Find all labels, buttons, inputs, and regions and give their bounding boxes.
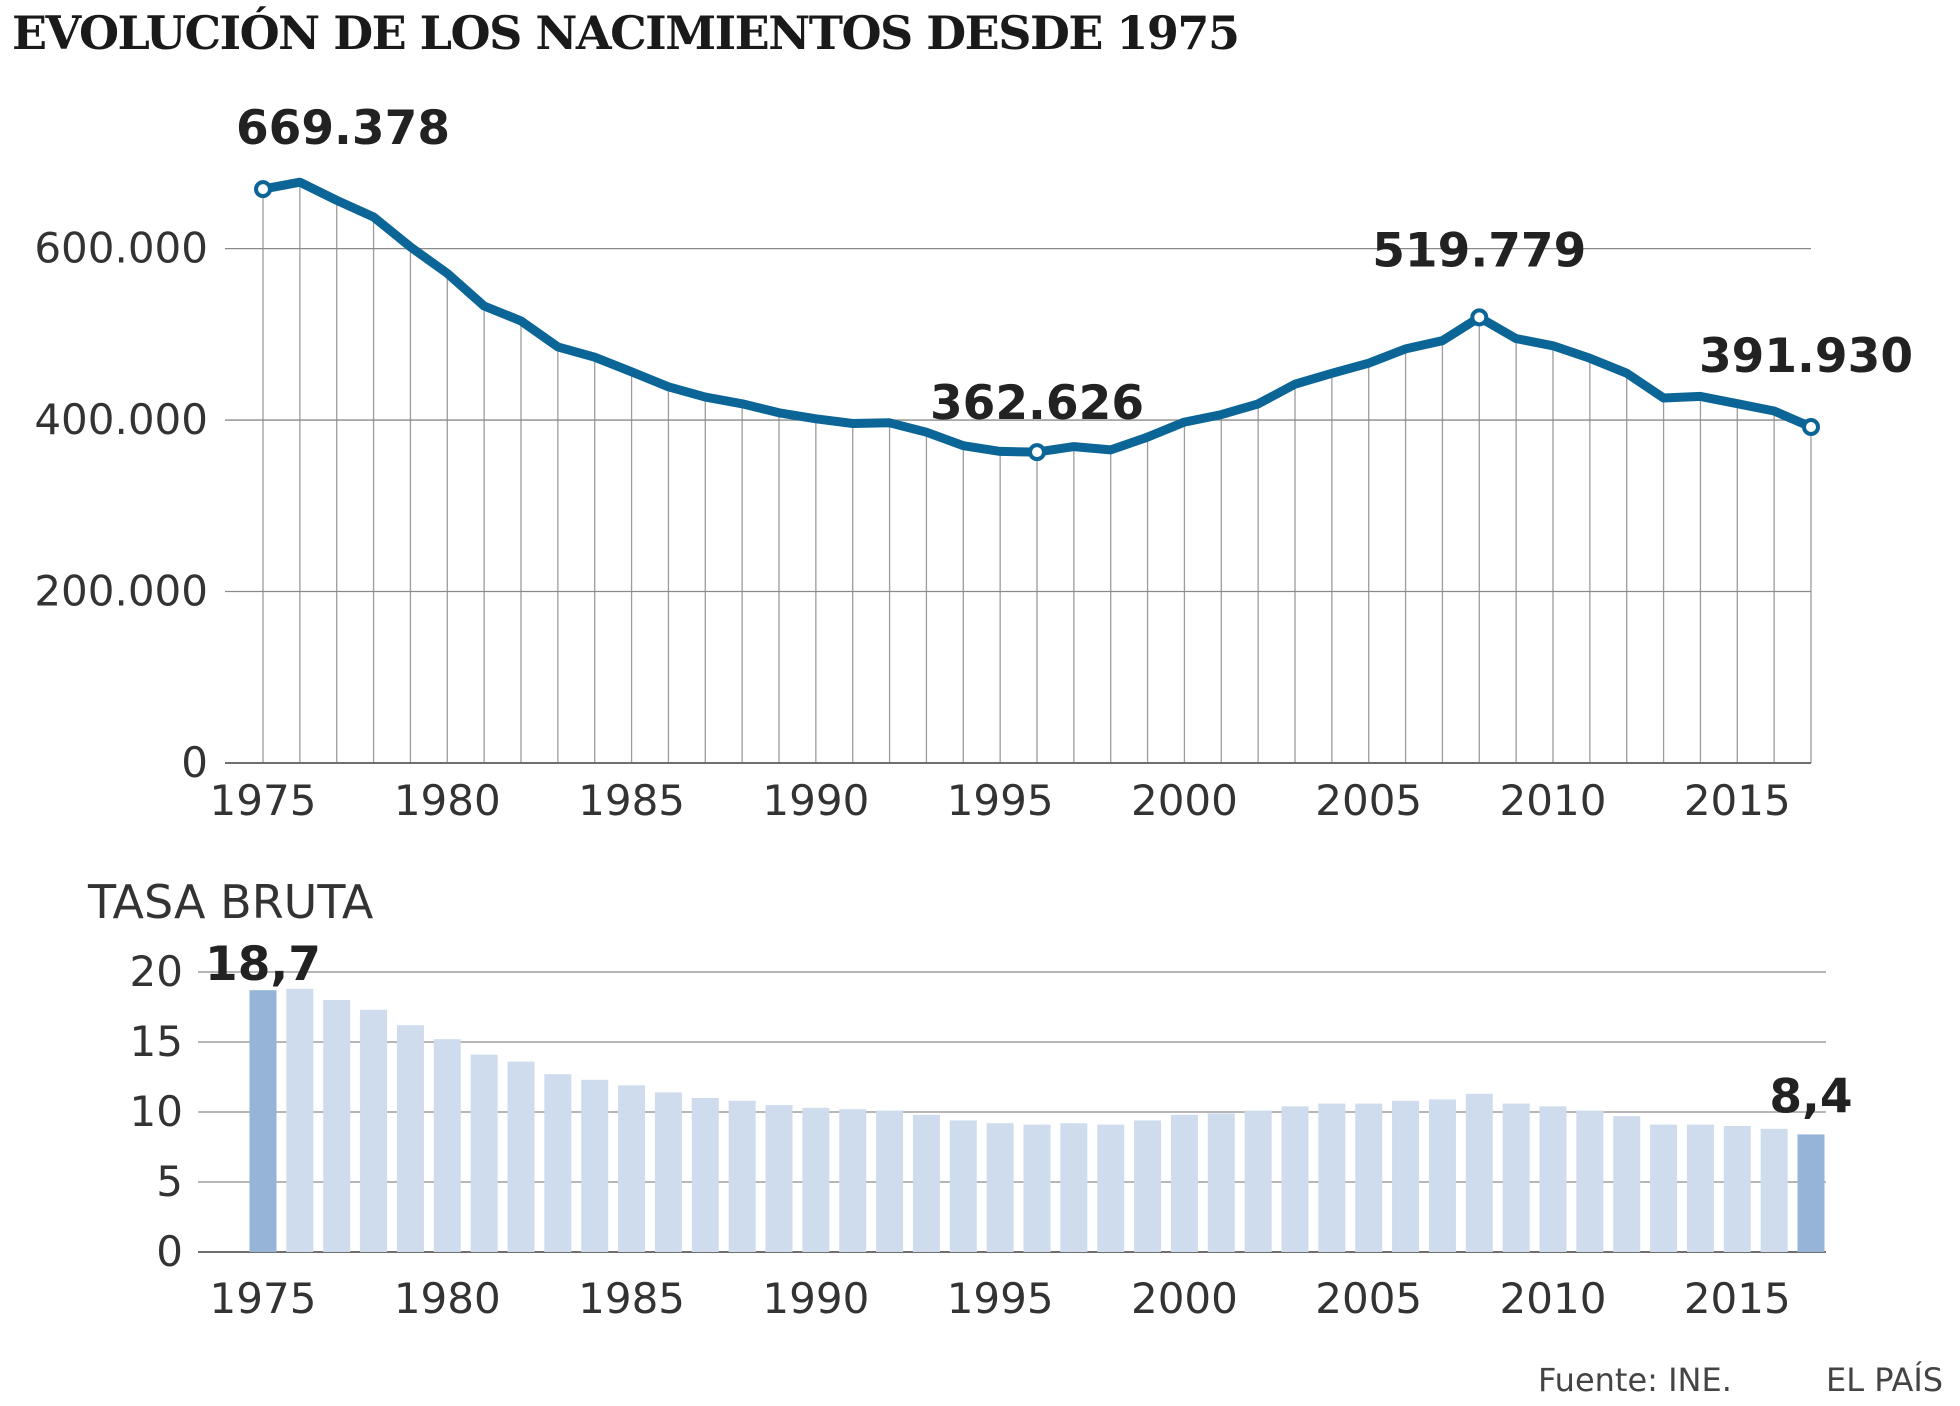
birth-rate-bar (1023, 1124, 1051, 1252)
bar-chart-subtitle: TASA BRUTA (87, 875, 374, 929)
bar-chart-x-tick-label: 1975 (210, 1274, 317, 1323)
birth-rate-bar (1723, 1126, 1751, 1252)
line-chart-grid (225, 186, 1812, 764)
birth-rate-bar (1281, 1106, 1309, 1252)
birth-rate-bar (1613, 1116, 1641, 1252)
bar-chart-y-tick-label: 0 (156, 1227, 183, 1276)
annotation-marker (1470, 308, 1489, 327)
birth-rate-bar (728, 1100, 756, 1252)
annotation-label: 519.779 (1372, 223, 1586, 278)
bar-annotation-label: 18,7 (205, 937, 321, 992)
bar-annotation-label: 8,4 (1769, 1069, 1852, 1124)
birth-rate-bar (1576, 1110, 1604, 1252)
birth-rate-bar (765, 1105, 793, 1252)
annotation-marker (1028, 443, 1046, 462)
line-chart-y-tick-label: 600.000 (34, 224, 208, 273)
birth-rate-bar (1207, 1113, 1235, 1252)
birth-rate-bar (1392, 1100, 1420, 1252)
line-chart-y-axis: 0 200.000 400.000 600.000 (34, 224, 208, 787)
birth-rate-bar (1686, 1124, 1714, 1252)
bar-chart-x-tick-label: 1980 (394, 1274, 501, 1323)
line-chart-x-tick-label: 2000 (1131, 776, 1238, 825)
birth-rate-bar (544, 1074, 572, 1252)
bar-chart-x-tick-label: 2015 (1684, 1274, 1791, 1323)
birth-rate-bar (360, 1009, 388, 1252)
birth-rate-bar-chart: TASA BRUTA 0 5 10 15 20 1975 1980 1985 1990 1995… (87, 875, 1853, 1323)
bar-chart-x-tick-label: 2005 (1315, 1274, 1422, 1323)
bar-chart-x-tick-label: 1995 (947, 1274, 1054, 1323)
bar-chart-y-tick-label: 10 (130, 1087, 183, 1136)
line-chart-x-tick-label: 1975 (210, 776, 317, 825)
birth-rate-bar (1797, 1134, 1825, 1252)
birth-rate-bar (1244, 1110, 1272, 1252)
line-chart-y-tick-label: 400.000 (34, 395, 208, 444)
birth-rate-bar (1650, 1124, 1678, 1252)
birth-rate-bar (839, 1109, 867, 1252)
birth-rate-bar (1060, 1123, 1088, 1252)
bar-chart-annotations: 18,7 8,4 (205, 937, 1853, 1124)
annotation-label: 391.930 (1699, 329, 1913, 384)
line-chart-x-tick-label: 2015 (1684, 776, 1791, 825)
bar-chart-x-axis: 1975 1980 1985 1990 1995 2000 2005 2010 2015 (210, 1274, 1791, 1323)
line-chart-x-tick-label: 2005 (1315, 776, 1422, 825)
birth-rate-bar (1318, 1103, 1346, 1252)
birth-rate-bar (654, 1092, 682, 1252)
bar-chart-y-axis: 0 5 10 15 20 (130, 947, 183, 1276)
bar-chart-y-tick-label: 20 (130, 947, 183, 996)
birth-rate-bar (1170, 1114, 1198, 1252)
birth-rate-bar (507, 1061, 535, 1252)
line-chart-y-tick-label: 0 (181, 738, 208, 787)
footer: Fuente: INE. EL PAÍS (1538, 1361, 1943, 1399)
birth-rate-bar (876, 1110, 904, 1252)
bar-chart-x-tick-label: 1990 (762, 1274, 869, 1323)
birth-rate-bar (986, 1123, 1014, 1252)
line-chart-x-tick-label: 1985 (578, 776, 685, 825)
birth-rate-bar (249, 990, 277, 1252)
birth-rate-bar (1355, 1103, 1383, 1252)
birth-rate-bar (1502, 1103, 1530, 1252)
birth-rate-bar (1760, 1128, 1788, 1252)
chart-title: EVOLUCIÓN DE LOS NACIMIENTOS DESDE 1975 (12, 6, 1240, 60)
line-chart-annotations: 669.378 362.626 519.779 391.930 (236, 101, 1913, 462)
line-chart-x-tick-label: 1995 (947, 776, 1054, 825)
bar-chart-bars (249, 988, 1825, 1252)
birth-rate-bar (1465, 1093, 1493, 1252)
birth-rate-bar (433, 1039, 461, 1252)
line-chart-x-axis: 1975 1980 1985 1990 1995 2000 2005 2010 2015 (210, 776, 1791, 825)
birth-rate-bar (802, 1107, 830, 1252)
line-chart-x-tick-label: 2010 (1500, 776, 1607, 825)
birth-rate-bar (912, 1114, 940, 1252)
annotation-label: 362.626 (930, 376, 1144, 431)
line-chart-x-tick-label: 1990 (762, 776, 869, 825)
annotation-marker (1802, 417, 1820, 436)
bar-chart-x-tick-label: 1985 (578, 1274, 685, 1323)
birth-rate-bar (691, 1098, 719, 1252)
annotation-label: 669.378 (236, 101, 450, 156)
source-note: Fuente: INE. (1538, 1361, 1732, 1399)
birth-rate-bar (323, 1000, 351, 1252)
bar-chart-y-tick-label: 15 (130, 1017, 183, 1066)
birth-rate-bar (1134, 1120, 1162, 1252)
birth-rate-bar (618, 1085, 646, 1252)
bar-chart-y-tick-label: 5 (156, 1157, 183, 1206)
birth-rate-bar (1428, 1099, 1456, 1252)
bar-chart-x-tick-label: 2010 (1500, 1274, 1607, 1323)
line-chart-x-tick-label: 1980 (394, 776, 501, 825)
bar-chart-x-tick-label: 2000 (1131, 1274, 1238, 1323)
annotation-marker (254, 180, 272, 199)
birth-rate-bar (470, 1054, 498, 1252)
birth-rate-bar (286, 988, 314, 1252)
birth-rate-bar (1539, 1106, 1567, 1252)
birth-rate-bar (949, 1120, 977, 1252)
birth-rate-bar (581, 1079, 609, 1252)
birth-rate-bar (396, 1025, 424, 1252)
birth-rate-bar (1097, 1124, 1125, 1252)
brand-name: EL PAÍS (1826, 1361, 1943, 1399)
line-chart-y-tick-label: 200.000 (34, 567, 208, 616)
